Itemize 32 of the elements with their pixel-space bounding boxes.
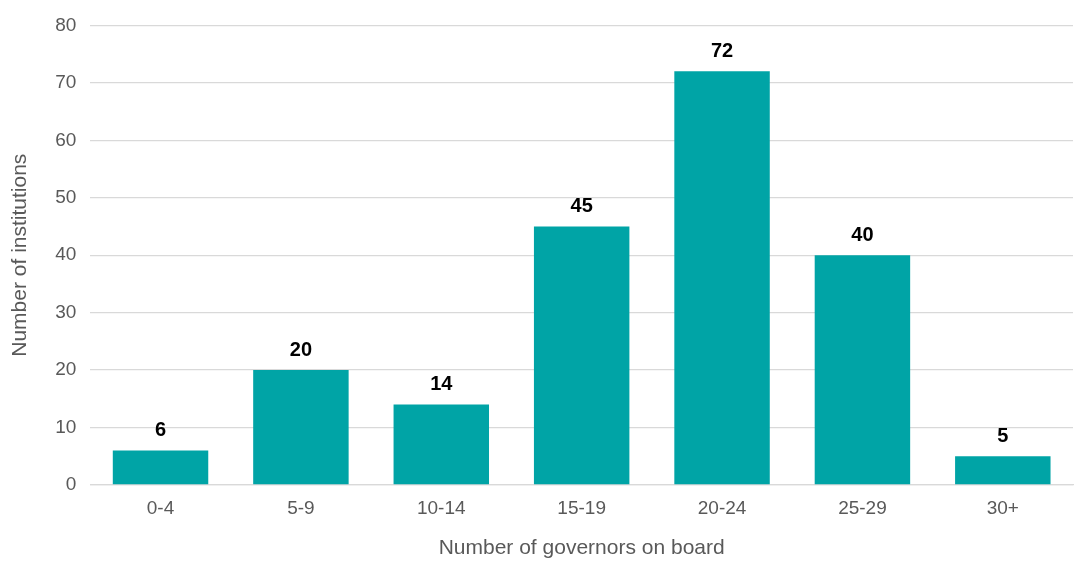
x-tick-label: 5-9 bbox=[287, 496, 315, 518]
bar bbox=[112, 450, 209, 485]
bar bbox=[814, 255, 911, 485]
y-tick-label: 20 bbox=[55, 358, 77, 380]
y-tick-label: 50 bbox=[55, 185, 77, 207]
bar bbox=[674, 71, 770, 485]
y-tick-label: 80 bbox=[55, 13, 77, 35]
y-tick-label: 10 bbox=[55, 415, 77, 437]
data-label: 40 bbox=[851, 222, 874, 245]
bar bbox=[533, 226, 630, 485]
x-tick-label: 30+ bbox=[986, 496, 1019, 518]
y-tick-label: 70 bbox=[55, 71, 77, 93]
y-tick-label: 60 bbox=[55, 128, 77, 150]
data-label: 72 bbox=[710, 38, 734, 61]
y-tick-label: 0 bbox=[65, 473, 77, 495]
data-label: 6 bbox=[154, 418, 167, 441]
y-tick-label: 40 bbox=[55, 243, 77, 265]
y-axis-title: Number of institutions bbox=[7, 153, 31, 357]
bar bbox=[393, 404, 490, 485]
x-tick-label: 10-14 bbox=[416, 496, 467, 518]
x-tick-label: 25-29 bbox=[838, 496, 887, 518]
x-axis-title: Number of governors on board bbox=[438, 535, 725, 559]
data-label: 5 bbox=[997, 423, 1009, 446]
data-label: 20 bbox=[289, 337, 313, 360]
bar bbox=[955, 456, 1051, 485]
x-tick-label: 20-24 bbox=[697, 496, 747, 518]
data-label: 45 bbox=[570, 193, 593, 216]
bar bbox=[253, 370, 349, 485]
x-tick-label: 15-19 bbox=[557, 496, 606, 518]
y-tick-label: 30 bbox=[55, 300, 77, 322]
x-tick-label: 0-4 bbox=[146, 496, 175, 518]
data-label: 14 bbox=[430, 372, 454, 395]
